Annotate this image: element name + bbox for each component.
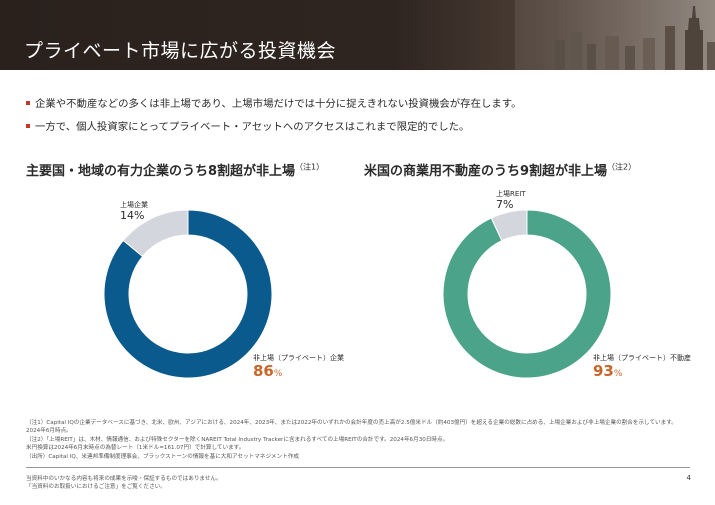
right-donut-svg	[442, 209, 612, 379]
right-section-title: 米国の商業用不動産のうち9割超が非上場（注2）	[364, 160, 636, 179]
right-private-unit: %	[613, 369, 623, 379]
footnote-line: 米円換算は2024年6月末時点の為替レート（1米ドル=161.07円）で計算して…	[26, 445, 245, 452]
page-number: 4	[686, 474, 691, 482]
left-note-ref: （注1）	[295, 162, 325, 172]
footer-divider	[26, 467, 690, 468]
left-listed-label: 上場企業	[120, 201, 148, 209]
footnote-line: （注2）「上場REIT」は、木材、情報通信、および特殊セクターを除くNAREIT…	[26, 436, 449, 443]
right-private-label: 非上場（プライベート）不動産	[593, 354, 691, 362]
header-banner: プライベート市場に広がる投資機会	[0, 0, 715, 70]
city-skyline-image	[515, 0, 715, 70]
bullet-marker-icon	[26, 123, 30, 128]
footnote-line: （出所）Capital IQ、米連邦準備制度理事会、ブラックストーンの情報を基に…	[26, 453, 300, 460]
bullet-list: 企業や不動産などの多くは非上場であり、上場市場だけでは十分に捉えきれない投資機会…	[26, 95, 521, 141]
donut-slice-listed	[490, 209, 528, 242]
right-listed-pct: 7%	[496, 198, 514, 211]
footnote-line: 2024年6月時点。	[26, 428, 72, 435]
footnote-line: （注1）Capital IQの企業データベースに基づき、北米、欧州、アジアにおけ…	[26, 420, 677, 426]
left-donut-svg	[103, 209, 273, 379]
left-section-title-text: 主要国・地域の有力企業のうち8割超が非上場	[26, 164, 296, 179]
bullet-marker-icon	[26, 100, 30, 105]
left-donut-chart	[103, 209, 273, 383]
right-private-value: 93	[593, 362, 614, 380]
right-note-ref: （注2）	[607, 162, 637, 172]
bullet-item: 企業や不動産などの多くは非上場であり、上場市場だけでは十分に捉えきれない投資機会…	[26, 95, 521, 110]
bullet-text: 一方で、個人投資家にとってプライベート・アセットへのアクセスはこれまで限定的でし…	[35, 121, 470, 133]
left-section-title: 主要国・地域の有力企業のうち8割超が非上場（注1）	[26, 160, 324, 179]
disclaimer-line: 当資料中のいかなる内容も将来の成果を示唆・保証するものではありません。	[26, 476, 222, 482]
donut-slice-private	[442, 209, 612, 379]
left-listed-pct: 14%	[120, 209, 145, 222]
donut-slice-private	[103, 209, 273, 379]
disclaimer: 当資料中のいかなる内容も将来の成果を示唆・保証するものではありません。 「当資料…	[26, 475, 222, 492]
donut-slice-listed	[122, 209, 189, 258]
page-title: プライベート市場に広がる投資機会	[24, 40, 337, 62]
right-listed-label: 上場REIT	[496, 190, 526, 198]
disclaimer-line: 「当資料のお取扱いにおけるご注意」をご覧ください。	[26, 484, 166, 491]
right-donut-chart	[442, 209, 612, 383]
left-private-value: 86	[253, 362, 274, 380]
footnotes: （注1）Capital IQの企業データベースに基づき、北米、欧州、アジアにおけ…	[26, 419, 696, 461]
right-section-title-text: 米国の商業用不動産のうち9割超が非上場	[364, 164, 608, 179]
left-private-label: 非上場（プライベート）企業	[253, 354, 344, 362]
left-private-unit: %	[273, 369, 283, 379]
left-private-pct: 86%	[253, 362, 282, 380]
bullet-item: 一方で、個人投資家にとってプライベート・アセットへのアクセスはこれまで限定的でし…	[26, 118, 521, 133]
right-private-pct: 93%	[593, 362, 622, 380]
bullet-text: 企業や不動産などの多くは非上場であり、上場市場だけでは十分に捉えきれない投資機会…	[35, 98, 522, 110]
